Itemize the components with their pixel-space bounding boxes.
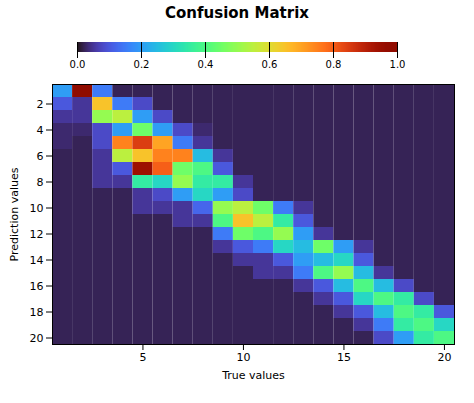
svg-text:15: 15 — [337, 351, 351, 364]
svg-text:1.0: 1.0 — [390, 59, 406, 70]
html-text:Confusion Matrix: Confusion Matrix — [165, 4, 309, 22]
svg-text:0.2: 0.2 — [134, 59, 150, 70]
svg-text:True values: True values — [221, 369, 285, 382]
svg-text:18: 18 — [30, 306, 44, 319]
svg-text:2: 2 — [37, 98, 44, 111]
svg-text:Prediction values: Prediction values — [8, 167, 21, 261]
svg-text:6: 6 — [37, 150, 44, 163]
svg-text:14: 14 — [30, 254, 44, 267]
svg-text:0.8: 0.8 — [326, 59, 342, 70]
svg-text:10: 10 — [236, 351, 250, 364]
svg-text:8: 8 — [37, 176, 44, 189]
svg-text:0.0: 0.0 — [70, 59, 86, 70]
svg-text:12: 12 — [30, 228, 44, 241]
svg-text:0.6: 0.6 — [262, 59, 278, 70]
svg-text:20: 20 — [30, 332, 44, 345]
svg-text:5: 5 — [139, 351, 146, 364]
svg-text:20: 20 — [437, 351, 451, 364]
svg-text:10: 10 — [30, 202, 44, 215]
svg-text:4: 4 — [37, 124, 44, 137]
svg-text:16: 16 — [30, 280, 44, 293]
svg-text:0.4: 0.4 — [198, 59, 214, 70]
